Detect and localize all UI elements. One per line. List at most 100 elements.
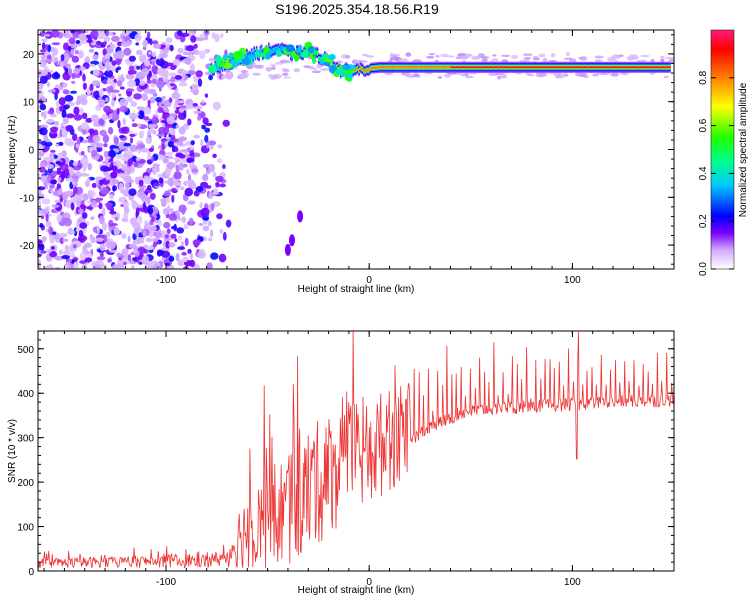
ridge-segment bbox=[268, 44, 270, 51]
noise-blob bbox=[38, 89, 44, 98]
noise-blob bbox=[144, 59, 151, 67]
noise-blob bbox=[205, 170, 211, 175]
y-tick-label: 300 bbox=[17, 434, 34, 445]
noise-blob bbox=[253, 64, 264, 69]
noise-blob bbox=[105, 231, 111, 238]
ridge-segment bbox=[375, 66, 377, 69]
ridge-segment bbox=[274, 46, 276, 53]
noise-blob bbox=[210, 202, 215, 211]
noise-blob bbox=[143, 175, 150, 185]
noise-blob bbox=[437, 76, 443, 79]
y-tick-label: 100 bbox=[17, 523, 34, 534]
ridge-segment bbox=[459, 66, 461, 69]
noise-blob bbox=[660, 58, 665, 63]
noise-blob bbox=[88, 48, 95, 53]
ridge-segment bbox=[535, 66, 537, 69]
noise-blob bbox=[40, 215, 44, 220]
noise-blob bbox=[54, 255, 64, 261]
noise-blob bbox=[218, 253, 227, 263]
ridge-segment bbox=[403, 66, 405, 69]
ridge-segment bbox=[398, 66, 401, 69]
noise-blob bbox=[62, 250, 71, 255]
ridge-segment bbox=[557, 66, 559, 69]
descending-blob bbox=[289, 234, 295, 247]
noise-blob bbox=[147, 99, 151, 106]
noise-blob bbox=[45, 138, 51, 143]
noise-blob bbox=[112, 165, 118, 172]
noise-blob bbox=[123, 142, 132, 147]
noise-blob bbox=[143, 223, 152, 231]
noise-blob bbox=[178, 100, 185, 104]
colorbar-tick-label: 0.4 bbox=[698, 166, 709, 180]
ridge-segment bbox=[652, 66, 654, 69]
noise-blob bbox=[444, 73, 452, 78]
noise-blob bbox=[139, 80, 146, 86]
noise-blob bbox=[46, 163, 54, 169]
noise-blob bbox=[127, 69, 135, 75]
noise-blob bbox=[67, 67, 73, 76]
noise-blob bbox=[142, 255, 150, 264]
noise-blob bbox=[580, 56, 588, 61]
noise-blob bbox=[116, 259, 126, 265]
noise-blob bbox=[59, 237, 64, 245]
ridge-segment bbox=[665, 66, 668, 69]
noise-blob bbox=[151, 61, 156, 66]
noise-blob bbox=[147, 131, 151, 138]
noise-blob bbox=[152, 40, 159, 45]
noise-blob bbox=[61, 238, 69, 242]
ridge-segment bbox=[502, 66, 504, 69]
ridge-segment bbox=[624, 66, 626, 69]
noise-blob bbox=[72, 257, 79, 261]
ridge-segment bbox=[542, 66, 544, 69]
ridge-segment bbox=[380, 66, 382, 69]
noise-blob bbox=[50, 30, 60, 38]
ridge-blob bbox=[342, 64, 351, 71]
ridge-blob bbox=[285, 44, 295, 52]
ridge-segment bbox=[507, 66, 509, 69]
noise-blob bbox=[75, 100, 81, 106]
noise-blob bbox=[50, 155, 55, 160]
noise-blob bbox=[53, 121, 60, 126]
descending-blob bbox=[284, 243, 291, 256]
noise-blob bbox=[171, 134, 176, 141]
y-tick-label: 0 bbox=[28, 146, 34, 157]
noise-blob bbox=[197, 250, 207, 259]
noise-blob bbox=[149, 219, 154, 226]
noise-blob bbox=[162, 47, 169, 54]
noise-blob bbox=[111, 92, 116, 99]
noise-blob bbox=[96, 237, 104, 242]
noise-blob bbox=[52, 88, 56, 93]
ridge-segment bbox=[419, 66, 421, 69]
noise-blob bbox=[177, 47, 184, 54]
noise-blob bbox=[119, 135, 126, 139]
ridge-segment bbox=[454, 66, 457, 69]
snr-x-axis-title: Height of straight line (km) bbox=[298, 585, 415, 596]
ridge-blob bbox=[345, 73, 353, 79]
noise-blob bbox=[40, 250, 47, 254]
ridge-segment bbox=[606, 66, 609, 69]
ridge-segment bbox=[465, 66, 468, 69]
ridge-segment bbox=[414, 66, 416, 69]
noise-blob bbox=[95, 176, 104, 181]
noise-blob bbox=[496, 75, 502, 80]
ridge-segment bbox=[476, 66, 479, 69]
noise-blob bbox=[87, 90, 91, 96]
noise-blob bbox=[90, 216, 95, 220]
ridge-segment bbox=[626, 66, 629, 69]
noise-blob bbox=[111, 35, 120, 42]
ridge-segment bbox=[666, 66, 669, 69]
noise-blob bbox=[308, 65, 314, 69]
noise-blob bbox=[220, 75, 226, 79]
noise-blob bbox=[200, 207, 210, 217]
noise-blob bbox=[202, 117, 209, 125]
noise-blob bbox=[103, 234, 108, 243]
noise-blob bbox=[127, 88, 135, 92]
noise-blob bbox=[104, 172, 111, 181]
noise-blob bbox=[542, 57, 548, 63]
noise-blob bbox=[40, 49, 46, 53]
noise-blob bbox=[200, 138, 204, 148]
noise-blob bbox=[95, 178, 99, 186]
noise-blob bbox=[163, 237, 170, 242]
noise-blob bbox=[165, 262, 171, 267]
noise-blob bbox=[107, 258, 112, 263]
